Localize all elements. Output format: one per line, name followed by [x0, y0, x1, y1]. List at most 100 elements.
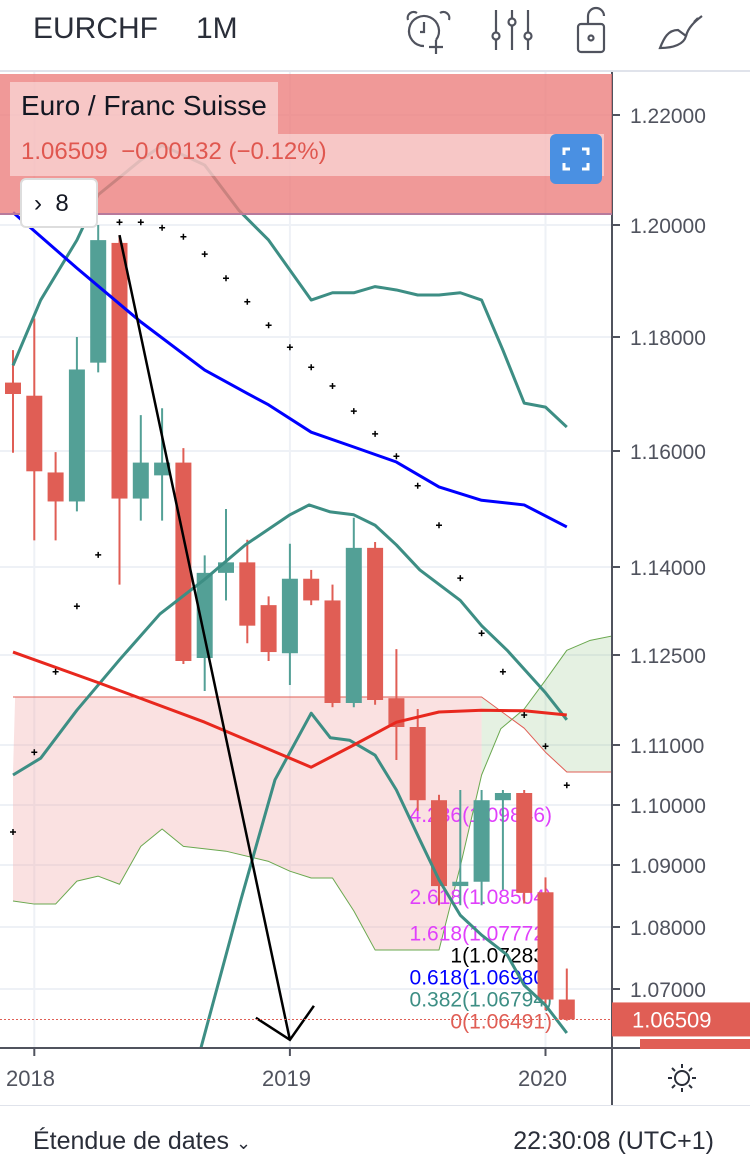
candle-body: [558, 999, 575, 1020]
candle: [47, 452, 64, 541]
candle: [409, 709, 426, 811]
psar-dot: [457, 575, 464, 582]
y-tick-label: 1.10000: [630, 795, 706, 818]
y-tick-label: 1.12500: [630, 645, 706, 668]
fullscreen-icon: [562, 147, 590, 171]
x-tick-label: 2019: [262, 1066, 311, 1091]
candle-body: [154, 462, 171, 476]
price-change: −0.00132 (−0.12%): [121, 138, 327, 165]
candle-body: [68, 369, 85, 502]
x-tick-label: 2018: [6, 1066, 55, 1091]
psar-dot: [372, 430, 379, 437]
candle-body: [303, 578, 320, 601]
y-tick-label: 1.16000: [630, 441, 706, 464]
y-tick-label: 1.22000: [630, 105, 706, 128]
cloud-span-b: [13, 696, 612, 773]
candle: [154, 408, 171, 521]
indicators-icon[interactable]: [487, 6, 537, 56]
psar-dot: [393, 453, 400, 460]
candle: [218, 509, 234, 601]
last-price: 1.06509: [21, 138, 108, 165]
psar-dot: [329, 383, 336, 390]
psar-dot: [499, 668, 506, 675]
candle: [516, 790, 533, 904]
candle-body: [5, 382, 21, 394]
candle-body: [218, 562, 234, 573]
fullscreen-button[interactable]: [550, 134, 602, 184]
candle: [367, 542, 384, 705]
psar-dot: [308, 364, 315, 371]
last-price-badge: [612, 1002, 750, 1037]
y-tick-label: 1.20000: [630, 215, 706, 238]
fib-level-label: 1(1.07283): [450, 945, 552, 968]
candle-body: [409, 727, 426, 801]
psar-dot: [73, 603, 80, 610]
symbol-title: Euro / Franc Suisse: [10, 82, 278, 134]
psar-dot: [201, 251, 208, 258]
settings-sun-icon[interactable]: [666, 1062, 698, 1094]
x-tick-label: 2020: [518, 1066, 567, 1091]
candle: [281, 543, 298, 685]
candle-body: [90, 240, 107, 363]
candle-body: [111, 242, 128, 499]
candle: [452, 790, 469, 906]
candle: [431, 794, 447, 906]
candle-body: [452, 881, 469, 887]
y-tick-label: 1.14000: [630, 557, 706, 580]
candle: [132, 415, 149, 521]
candle: [324, 584, 341, 708]
y-tick-label: 1.08000: [630, 917, 706, 940]
symbol-label[interactable]: EURCHF: [33, 12, 158, 45]
trend-arrow-line: [118, 234, 292, 1041]
candle: [345, 517, 362, 708]
candle: [26, 318, 43, 541]
trend-arrow-head: [255, 1005, 315, 1042]
psar-dot: [52, 668, 59, 675]
psar-dot: [137, 219, 144, 226]
quote-row: 1.06509 −0.00132 (−0.12%): [10, 134, 604, 176]
psar-dot: [265, 322, 272, 329]
psar-dot: [478, 630, 485, 637]
cloud-span-a: [12, 635, 612, 951]
candle-body: [47, 472, 64, 502]
secondary-price-badge: [640, 1039, 750, 1049]
price-chart[interactable]: 4.236(1.09846)2.618(1.08504)1.618(1.0777…: [0, 72, 750, 1105]
interval-label[interactable]: 1M: [196, 12, 238, 45]
alarm-add-icon[interactable]: [402, 6, 452, 56]
brush-icon[interactable]: [658, 6, 708, 56]
candle-body: [132, 462, 149, 499]
psar-dot: [180, 233, 187, 240]
moving-average-slow: [12, 650, 567, 769]
candle-body: [26, 395, 43, 472]
candle: [558, 968, 575, 1021]
legend-overlay: [0, 74, 612, 215]
candle: [175, 448, 192, 664]
candle-body: [367, 547, 384, 700]
psar-dot: [521, 712, 528, 718]
psar-dot: [286, 344, 293, 351]
candle: [5, 350, 21, 453]
psar-dot: [244, 298, 251, 305]
candle-body: [431, 800, 447, 887]
psar-dot: [95, 551, 102, 558]
candle: [90, 225, 107, 373]
clock-timezone[interactable]: 22:30:08 (UTC+1): [513, 1127, 714, 1155]
bottom-toolbar: [0, 1105, 750, 1171]
candle-body: [345, 547, 362, 703]
psar-dot: [159, 224, 166, 231]
fib-level-label: 0(1.06491): [450, 1011, 552, 1034]
indicators-count: 8: [55, 190, 69, 217]
psar-dot: [436, 522, 442, 529]
chevron-right-icon: ›: [34, 190, 42, 217]
candle-body: [281, 578, 298, 654]
candle: [494, 790, 511, 890]
lock-icon[interactable]: [572, 6, 622, 56]
indicators-toggle-button[interactable]: › 8: [20, 178, 98, 228]
candle-body: [516, 793, 533, 893]
candle-body: [494, 793, 511, 801]
psar-dot: [10, 829, 16, 835]
date-range-button[interactable]: Étendue de dates ⌄: [33, 1127, 251, 1156]
bollinger-basis: [199, 711, 568, 1048]
plot-area: 4.236(1.09846)2.618(1.08504)1.618(1.0777…: [0, 72, 612, 1048]
candle: [68, 337, 85, 512]
